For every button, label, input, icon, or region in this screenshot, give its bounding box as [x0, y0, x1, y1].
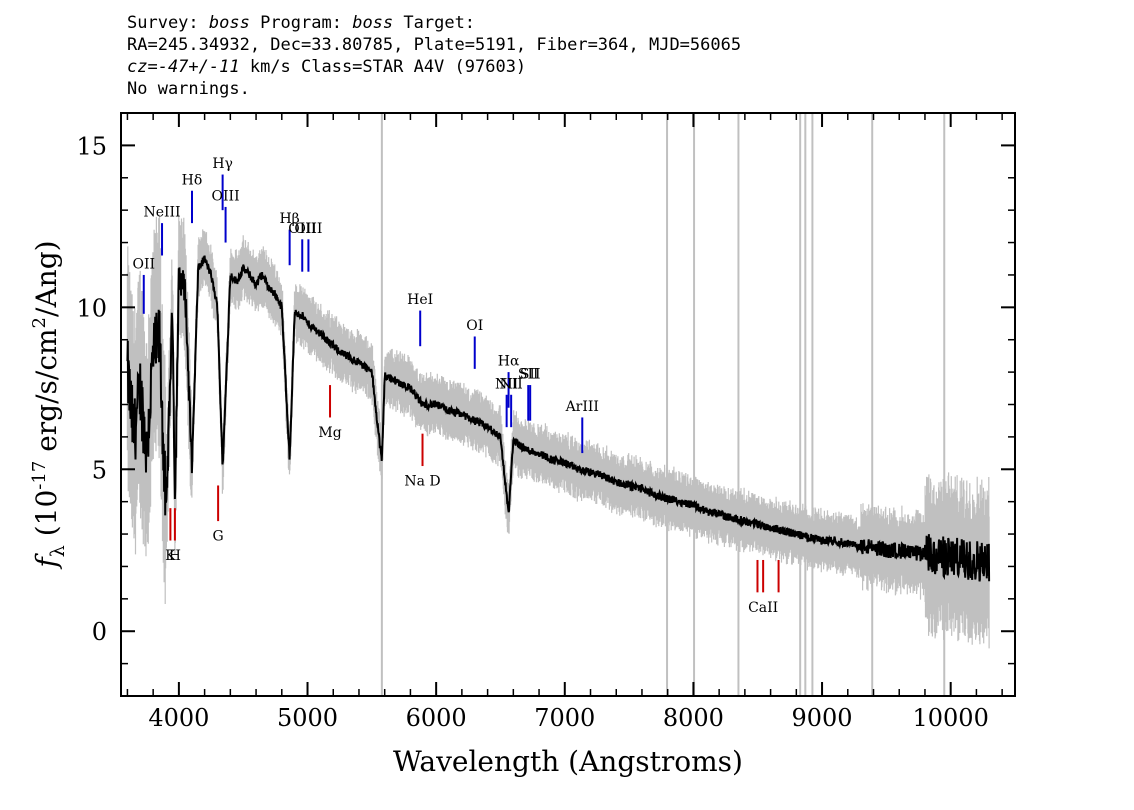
emission-line-label: OI [466, 318, 483, 334]
x-tick-label: 10000 [913, 704, 989, 732]
emission-line-label: Hα [498, 354, 520, 370]
y-tick-label: 10 [76, 294, 107, 322]
emission-line-label: OIII [288, 221, 316, 237]
spectrum-header: Survey: boss Program: boss Target: RA=245… [127, 12, 741, 100]
line-markers: OIINeIIIHδHγOIIIHβOIIIOIIIHeIOINIIHαNIIS… [132, 156, 780, 616]
absorption-line-label: H [169, 548, 181, 564]
axis-ticks: 4000 5000 6000 7000 8000 9000 10000 0 5 10 15 [76, 112, 1015, 732]
sky-lines [380, 113, 946, 696]
emission-line-label: Hβ [279, 211, 299, 227]
emission-line-label: OIII [212, 188, 240, 204]
emission-line-label: ArIII [565, 399, 599, 415]
x-tick-label: 7000 [534, 704, 595, 732]
header-line-2: RA=245.34932, Dec=33.80785, Plate=5191, … [127, 35, 742, 55]
emission-line-label: NII [499, 376, 522, 392]
y-tick-label: 5 [92, 456, 107, 484]
absorption-line-label: CaII [748, 600, 778, 616]
y-tick-label: 0 [92, 618, 107, 646]
emission-line-label: OII [132, 256, 155, 272]
y-tick-label: 15 [76, 132, 107, 160]
absorption-line-label: G [213, 529, 224, 545]
emission-line-label: NeIII [143, 205, 180, 221]
error-spectrum [126, 214, 990, 649]
flux-spectrum [126, 255, 991, 582]
x-tick-label: 5000 [277, 704, 338, 732]
x-tick-label: 9000 [792, 704, 853, 732]
emission-line-label: HeI [407, 292, 433, 308]
header-line-3: cz=-47+/-11 km/s Class=STAR A4V (97603) [127, 57, 527, 77]
emission-line-label: Hδ [182, 172, 203, 188]
header-line-4: No warnings. [127, 79, 250, 99]
emission-line-label: SII [520, 367, 541, 383]
absorption-line-label: K [165, 548, 176, 564]
spectrum-series [126, 255, 991, 582]
x-tick-label: 8000 [663, 704, 724, 732]
emission-line-label: OIII [294, 221, 322, 237]
emission-line-label: SII [518, 367, 539, 383]
absorption-line-label: Na D [404, 473, 440, 489]
x-tick-label: 4000 [148, 704, 209, 732]
emission-line-label: NII [495, 376, 518, 392]
header-line-1: Survey: boss Program: boss Target: [127, 13, 476, 33]
error-band [126, 214, 990, 649]
emission-line-label: Hγ [212, 156, 233, 172]
x-axis-title: Wavelength (Angstroms) [393, 745, 743, 778]
x-tick-label: 6000 [406, 704, 467, 732]
y-axis-title: fλ (10-17 erg/s/cm2/Ang) [29, 240, 69, 569]
absorption-line-label: Mg [318, 425, 341, 441]
